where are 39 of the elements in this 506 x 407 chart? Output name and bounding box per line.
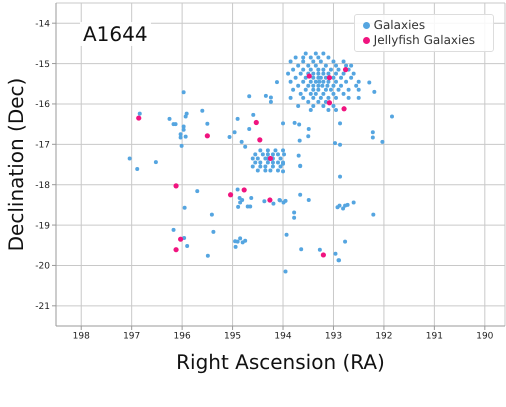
x-tick-label: 192 (375, 331, 393, 342)
point (173, 247, 179, 252)
y-tick-label: -21 (35, 302, 50, 312)
y-tick-label: -19 (35, 221, 50, 232)
x-tick-label: 193 (324, 331, 342, 342)
point (342, 67, 348, 72)
x-tick-label: 190 (476, 331, 494, 342)
x-tick-label: 191 (426, 331, 443, 342)
legend-label: Jellyfish Galaxies (374, 33, 475, 47)
legend-label: Galaxies (374, 18, 426, 32)
y-tick-label: -15 (35, 60, 50, 70)
point (326, 75, 332, 80)
x-tick-label: 195 (224, 331, 242, 342)
x-tick-label: 194 (274, 331, 292, 342)
point (326, 100, 332, 106)
x-tick-label: 196 (174, 331, 191, 342)
point (268, 156, 274, 162)
y-tick-label: -14 (35, 19, 50, 30)
point (173, 183, 179, 188)
y-tick-label: -18 (35, 180, 50, 191)
point (257, 137, 262, 142)
point (267, 197, 273, 203)
y-tick-label: -20 (35, 262, 50, 272)
text: A1644 (80, 22, 151, 46)
y-tick-label: -17 (35, 140, 50, 151)
x-tick-label: 197 (123, 331, 140, 342)
point (320, 252, 326, 258)
y-tick-label: -16 (35, 100, 50, 110)
point (254, 120, 259, 126)
point (306, 73, 312, 79)
x-axis-title: Right Ascension (RA) (176, 350, 385, 374)
point (178, 236, 184, 242)
point (242, 187, 247, 193)
y-axis-title: Declination (Dec) (4, 78, 28, 252)
point (341, 106, 347, 112)
point (136, 115, 142, 121)
x-tick-label: 198 (72, 331, 90, 342)
point (228, 192, 234, 198)
point (204, 133, 210, 138)
